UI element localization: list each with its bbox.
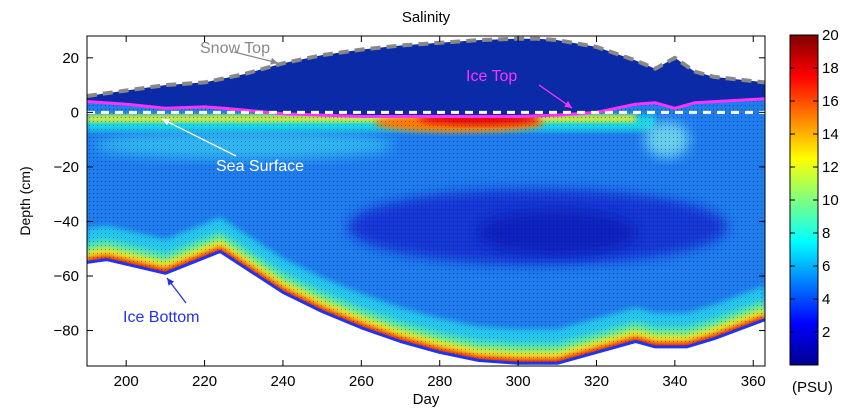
y-axis-label: Depth (cm) (17, 166, 33, 235)
y-tick-label: −40 (54, 213, 79, 230)
x-tick-label: 240 (270, 373, 295, 390)
colorbar: 2 4 6 8 10 12 14 16 18 20 (PSU) (789, 27, 839, 396)
snow-top-arrow (233, 51, 279, 64)
y-tick-label: 20 (62, 50, 79, 67)
colorbar-unit-label: (PSU) (792, 379, 833, 396)
snow-layer-fill (87, 38, 765, 117)
y-tick-label: 0 (71, 104, 79, 121)
x-tick-label: 340 (662, 373, 687, 390)
x-tick-label: 320 (584, 373, 609, 390)
snow-top-arrowhead (270, 57, 278, 65)
x-tick-label: 300 (506, 373, 531, 390)
colorbar-tick-label: 4 (822, 291, 830, 308)
colorbar-tick-label: 12 (822, 159, 839, 176)
x-tick-label: 360 (741, 373, 766, 390)
ice-bottom-annotation: Ice Bottom (123, 309, 199, 326)
ice-bottom-arrowhead (167, 278, 175, 286)
ice-bottom-line (87, 250, 765, 365)
colorbar-tick-label: 14 (822, 126, 839, 143)
y-tick-label: −20 (54, 159, 79, 176)
colorbar-tick-label: 6 (822, 258, 830, 275)
colorbar-tick-label: 20 (822, 27, 839, 44)
y-tick-label: −60 (54, 268, 79, 285)
y-axis: 20 0 −20 −40 −60 −80 (54, 50, 765, 340)
axes-frame (86, 35, 766, 367)
x-axis-label: Day (413, 391, 440, 408)
chart-title: Salinity (402, 9, 451, 26)
colorbar-tick-label: 2 (822, 324, 830, 341)
colorbar-tick-label: 16 (822, 93, 839, 110)
colorbar-tick-label: 18 (822, 60, 839, 77)
annotations: Snow Top Ice Top Sea Surface Ice Bottom (123, 40, 573, 326)
x-tick-label: 280 (427, 373, 452, 390)
ice-top-line (87, 97, 765, 118)
snow-top-line (87, 36, 765, 98)
x-axis: 200 220 240 260 280 300 320 340 360 (114, 36, 766, 390)
plot-area (87, 36, 765, 366)
colorbar-tick-label: 8 (822, 225, 830, 242)
sea-surface-annotation: Sea Surface (216, 158, 304, 175)
y-tick-label: −80 (54, 323, 79, 340)
x-tick-label: 260 (349, 373, 374, 390)
ice-top-annotation: Ice Top (466, 68, 517, 85)
x-tick-label: 200 (114, 373, 139, 390)
colorbar-tick-label: 10 (822, 192, 839, 209)
boundary-lines (87, 36, 765, 365)
colorbar-ticks: 2 4 6 8 10 12 14 16 18 20 (790, 27, 839, 341)
x-tick-label: 220 (192, 373, 217, 390)
snow-top-annotation: Snow Top (200, 40, 270, 57)
sea-surface-arrow (161, 118, 237, 157)
sea-surface-arrowhead (162, 119, 170, 126)
ice-top-arrowhead (564, 101, 572, 108)
